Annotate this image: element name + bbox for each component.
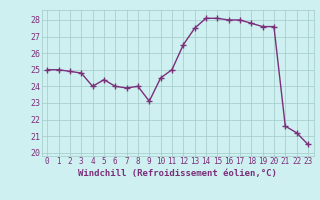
X-axis label: Windchill (Refroidissement éolien,°C): Windchill (Refroidissement éolien,°C)	[78, 169, 277, 178]
